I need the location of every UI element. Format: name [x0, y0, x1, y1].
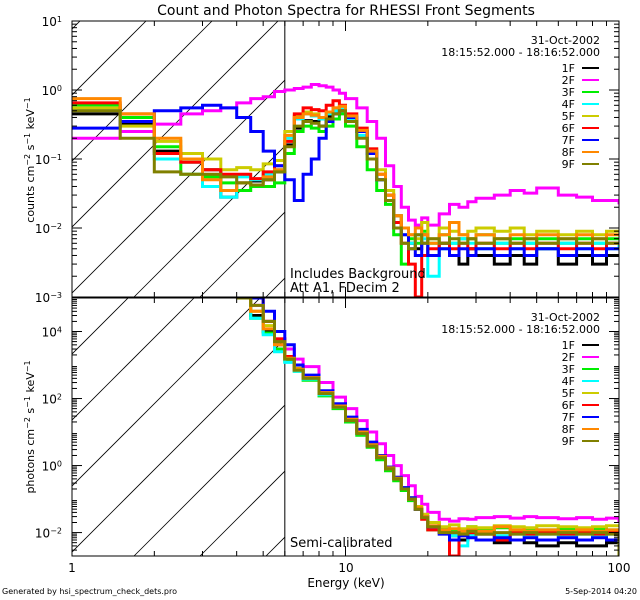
y-tick-label: 102	[42, 392, 62, 407]
bottom-date: 31-Oct-2002	[531, 311, 600, 324]
excluded-region-hatching	[72, 0, 640, 297]
top-date: 31-Oct-2002	[531, 34, 600, 47]
footer-timestamp: 5-Sep-2014 04:20	[565, 587, 637, 596]
y-tick-label: 10−2	[35, 526, 62, 541]
legend-label: 3F	[562, 363, 575, 376]
annotation-attenuator: Att A1, FDecim 2	[290, 281, 400, 296]
series-9F	[72, 109, 619, 251]
y-tick-label: 100	[42, 84, 62, 99]
y-tick-label: 104	[42, 325, 62, 340]
legend-label: 3F	[562, 86, 575, 99]
legend-label: 1F	[562, 62, 575, 75]
legend-label: 4F	[562, 375, 575, 388]
legend-label: 6F	[562, 399, 575, 412]
x-tick-label: 100	[608, 561, 631, 575]
series-2F	[236, 298, 619, 523]
series-9F	[236, 298, 619, 556]
legend-label: 8F	[562, 423, 575, 436]
hatch-line	[265, 536, 285, 556]
legend-label: 9F	[562, 435, 575, 448]
top-time-range: 18:15:52.000 - 18:16:52.000	[441, 46, 600, 59]
bottom-y-axis-label: photons cm−2 s−1 keV−1	[23, 360, 38, 493]
hatch-line	[72, 298, 129, 355]
excluded-region-hatching	[0, 256, 640, 556]
hatch-line	[133, 404, 285, 556]
legend-label: 9F	[562, 158, 575, 171]
hatch-line	[72, 79, 285, 294]
x-axis-label: Energy (keV)	[307, 576, 384, 590]
legend-label: 2F	[562, 74, 575, 87]
legend-label: 8F	[562, 146, 575, 159]
legend-label: 5F	[562, 387, 575, 400]
series-2F	[72, 83, 619, 227]
y-tick-label: 101	[42, 15, 62, 30]
hatch-line	[72, 298, 195, 421]
hatch-line	[72, 21, 147, 96]
legend-label: 5F	[562, 110, 575, 123]
legend-label: 7F	[562, 411, 575, 424]
legend-label: 2F	[562, 351, 575, 364]
hatch-line	[72, 21, 213, 162]
legend-label: 7F	[562, 134, 575, 147]
hatch-line	[199, 211, 285, 297]
hatch-line	[72, 21, 279, 228]
x-tick-label: 10	[338, 561, 353, 575]
legend-label: 1F	[562, 339, 575, 352]
legend-label: 4F	[562, 98, 575, 111]
bottom-time-range: 18:15:52.000 - 18:16:52.000	[441, 323, 600, 336]
hatch-line	[464, 256, 640, 556]
annotation-background: Includes Background	[290, 267, 426, 282]
x-tick-label: 1	[68, 561, 76, 575]
chart-title: Count and Photon Spectra for RHESSI Fron…	[157, 3, 535, 19]
footer-generated-by: Generated by hsi_spectrum_check_dets.pro	[2, 587, 177, 596]
hatch-line	[72, 21, 81, 30]
hatch-line	[398, 0, 640, 297]
annotation-semi-calibrated: Semi-calibrated	[290, 536, 392, 551]
hatch-line	[72, 338, 285, 553]
y-tick-label: 10−3	[35, 291, 62, 306]
hatch-line	[0, 256, 38, 556]
hatch-line	[199, 470, 285, 556]
top-y-axis-label: counts cm−2 s−1 keV−1	[23, 97, 38, 222]
y-tick-label: 10−1	[35, 153, 62, 168]
y-tick-label: 100	[42, 459, 62, 474]
y-tick-label: 10−2	[35, 222, 62, 237]
legend-label: 6F	[562, 122, 575, 135]
